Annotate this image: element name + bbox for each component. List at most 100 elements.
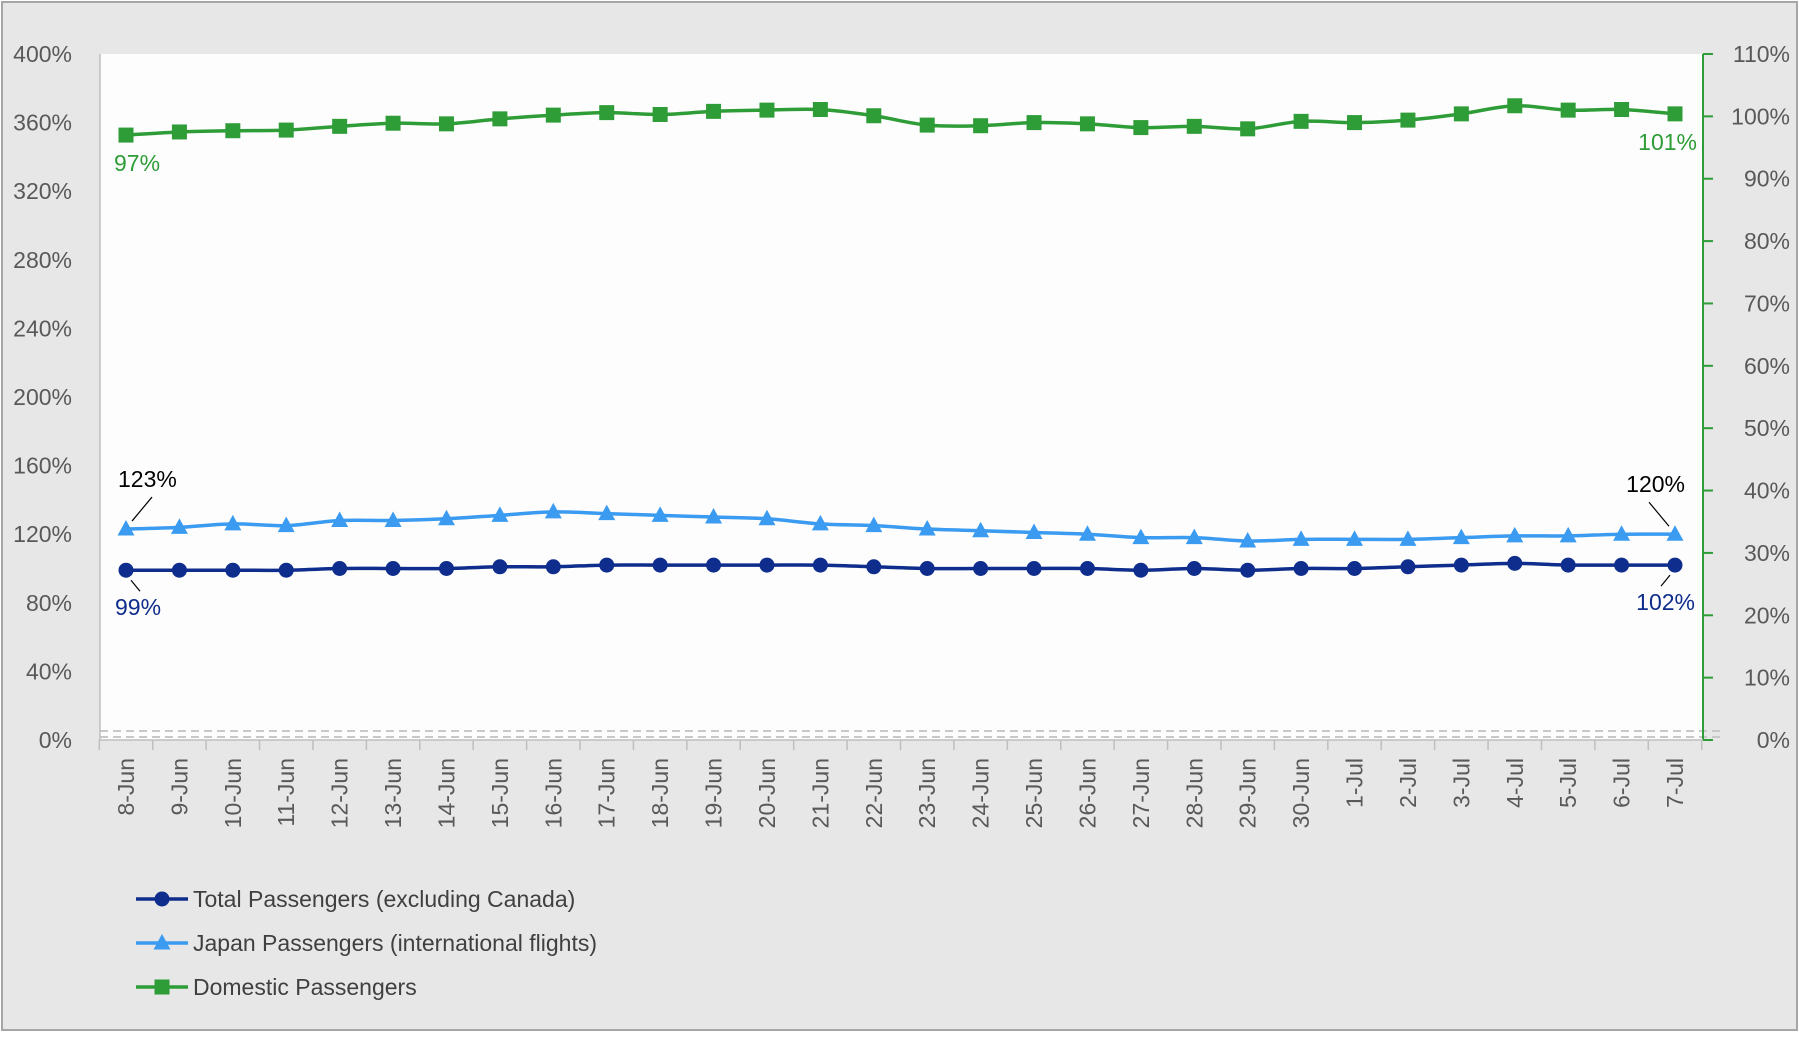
- data-point: [1185, 528, 1203, 545]
- x-tick-label: 21-Jun: [807, 758, 833, 828]
- data-label: 101%: [1638, 129, 1697, 155]
- data-point: [438, 561, 454, 576]
- x-tick-label: 24-Jun: [968, 758, 994, 828]
- data-labels-layer: 99% 102% 123% 120% 97% 101%: [114, 129, 1697, 620]
- data-point: [706, 103, 722, 119]
- x-tick-label: 9-Jun: [166, 758, 192, 816]
- data-point: [154, 891, 170, 907]
- data-point: [277, 516, 295, 533]
- x-tick-label: 1-Jul: [1342, 758, 1368, 808]
- data-point: [973, 561, 989, 576]
- data-point: [331, 511, 349, 527]
- data-point: [1346, 530, 1364, 546]
- left-tick-label: 120%: [13, 521, 72, 547]
- data-point: [332, 561, 348, 576]
- left-tick-label: 320%: [13, 178, 72, 204]
- data-point: [812, 557, 828, 573]
- data-point: [812, 102, 828, 118]
- x-tick-label: 8-Jun: [113, 758, 139, 816]
- data-point: [385, 115, 401, 131]
- data-point: [1452, 528, 1470, 545]
- right-tick-label: 20%: [1744, 602, 1790, 628]
- x-axis-ticks: 8-Jun 9-Jun 10-Jun 11-Jun 12-Jun 13-Jun 14-Jun…: [98, 740, 1703, 828]
- x-tick-label: 13-Jun: [380, 758, 406, 828]
- data-point: [491, 506, 509, 522]
- data-point: [225, 562, 241, 578]
- left-tick-label: 40%: [26, 658, 72, 684]
- data-point: [545, 559, 561, 575]
- right-axis-ticks: 0% 10% 20% 30% 40% 50% 60% 70% 80% 90% 100% 110%: [1703, 41, 1790, 753]
- data-point: [599, 557, 615, 573]
- data-point: [544, 502, 562, 519]
- x-tick-label: 2-Jul: [1395, 758, 1421, 808]
- data-point: [1186, 118, 1202, 134]
- x-tick-label: 30-Jun: [1288, 758, 1314, 828]
- data-point: [385, 561, 401, 576]
- data-point: [278, 562, 294, 578]
- data-point: [652, 106, 668, 122]
- x-tick-label: 14-Jun: [433, 758, 459, 828]
- data-point: [919, 561, 935, 576]
- data-point: [171, 562, 187, 578]
- left-tick-label: 280%: [13, 247, 72, 273]
- right-tick-label: 70%: [1744, 290, 1790, 316]
- legend-item: Domestic Passengers: [136, 974, 417, 1000]
- data-point: [759, 557, 775, 573]
- data-point: [1666, 525, 1684, 541]
- right-tick-label: 80%: [1744, 228, 1790, 254]
- data-point: [1614, 557, 1630, 573]
- data-label: 120%: [1626, 471, 1685, 497]
- series-1: [118, 555, 1683, 578]
- x-tick-label: 18-Jun: [647, 758, 673, 828]
- data-point: [866, 108, 882, 124]
- data-point: [1667, 557, 1683, 573]
- data-point: [651, 506, 669, 522]
- left-tick-label: 400%: [13, 41, 72, 67]
- data-point: [1292, 530, 1310, 546]
- data-point: [1186, 561, 1202, 576]
- data-point: [1026, 115, 1042, 131]
- data-point: [1399, 530, 1417, 546]
- data-point: [1453, 557, 1469, 573]
- x-tick-label: 3-Jul: [1448, 758, 1474, 808]
- data-point: [1133, 120, 1149, 136]
- right-tick-label: 50%: [1744, 415, 1790, 441]
- right-tick-label: 110%: [1733, 41, 1790, 67]
- legend-item: Total Passengers (excluding Canada): [136, 886, 575, 912]
- legend-label: Domestic Passengers: [193, 974, 417, 1000]
- series-2: [117, 502, 1684, 548]
- right-tick-label: 60%: [1744, 353, 1790, 379]
- data-point: [1132, 528, 1150, 545]
- legend: Total Passengers (excluding Canada) Japan…: [136, 886, 597, 1000]
- data-point: [1025, 523, 1043, 539]
- data-point: [1506, 526, 1524, 543]
- data-point: [973, 118, 989, 134]
- data-point: [1400, 112, 1416, 128]
- x-tick-label: 5-Jul: [1555, 758, 1581, 808]
- data-point: [811, 514, 829, 531]
- legend-item: Japan Passengers (international flights): [136, 930, 597, 956]
- x-tick-label: 28-Jun: [1181, 758, 1207, 828]
- left-tick-label: 200%: [13, 384, 72, 410]
- x-tick-label: 16-Jun: [540, 758, 566, 828]
- data-point: [1613, 525, 1631, 541]
- data-point: [599, 105, 615, 121]
- right-tick-label: 10%: [1744, 665, 1790, 691]
- data-label: 102%: [1636, 589, 1695, 615]
- data-point: [492, 559, 508, 575]
- right-tick-label: 0%: [1757, 727, 1790, 753]
- legend-label: Total Passengers (excluding Canada): [193, 886, 575, 912]
- data-point: [1240, 121, 1256, 137]
- left-tick-label: 240%: [13, 315, 72, 341]
- data-point: [919, 117, 935, 133]
- data-point: [598, 504, 616, 521]
- x-tick-label: 27-Jun: [1128, 758, 1154, 828]
- x-tick-label: 19-Jun: [701, 758, 727, 828]
- x-tick-label: 23-Jun: [914, 758, 940, 828]
- data-point: [171, 124, 187, 140]
- x-tick-label: 11-Jun: [273, 758, 299, 827]
- data-point: [224, 514, 242, 531]
- data-point: [918, 520, 936, 536]
- data-point: [1347, 115, 1363, 131]
